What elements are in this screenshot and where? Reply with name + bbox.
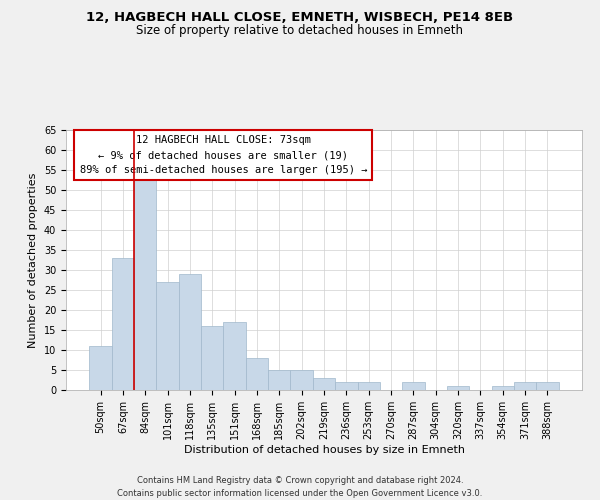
Bar (179, 274, 201, 390)
Text: 12 HAGBECH HALL CLOSE: 73sqm
← 9% of detached houses are smaller (19)
89% of sem: 12 HAGBECH HALL CLOSE: 73sqm ← 9% of det… (80, 135, 367, 175)
Y-axis label: Number of detached properties: Number of detached properties (28, 172, 38, 348)
Bar (290, 370, 313, 390)
Bar (447, 386, 469, 390)
Bar (223, 322, 246, 390)
Bar (201, 326, 223, 390)
Bar (402, 382, 425, 390)
Text: 12, HAGBECH HALL CLOSE, EMNETH, WISBECH, PE14 8EB: 12, HAGBECH HALL CLOSE, EMNETH, WISBECH,… (86, 11, 514, 24)
Bar (157, 282, 179, 390)
X-axis label: Distribution of detached houses by size in Emneth: Distribution of detached houses by size … (184, 444, 464, 454)
Text: Size of property relative to detached houses in Emneth: Size of property relative to detached ho… (137, 24, 464, 37)
Bar (134, 174, 157, 390)
Bar (112, 258, 134, 390)
Bar (536, 382, 559, 390)
Text: Contains HM Land Registry data © Crown copyright and database right 2024.
Contai: Contains HM Land Registry data © Crown c… (118, 476, 482, 498)
Bar (246, 358, 268, 390)
Bar (358, 382, 380, 390)
Bar (89, 346, 112, 390)
Bar (491, 386, 514, 390)
Bar (313, 378, 335, 390)
Bar (335, 382, 358, 390)
Bar (268, 370, 290, 390)
Bar (514, 382, 536, 390)
